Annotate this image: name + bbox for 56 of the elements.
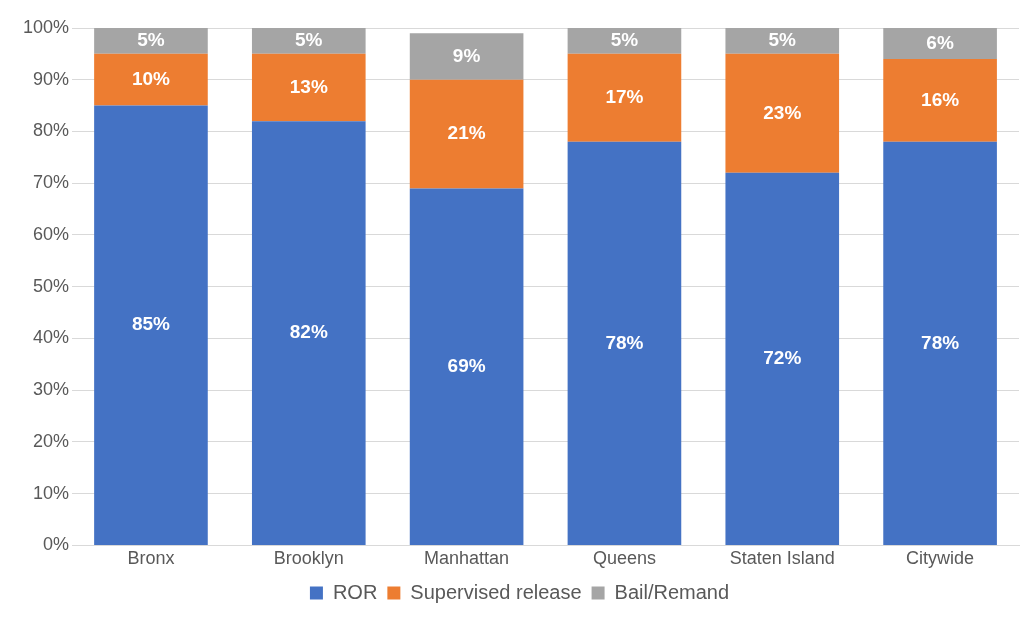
bar [725,53,840,173]
legend-label: ROR [332,580,378,603]
data-label: 5% [768,29,797,51]
bar [94,53,208,106]
bar [251,121,366,545]
y-tick-label: 70% [33,172,70,193]
bar [725,172,840,545]
data-label: 72% [763,347,802,369]
data-label: 82% [289,321,328,343]
y-tick-label: 0% [43,534,70,555]
data-label: 5% [295,29,323,51]
bar [94,28,208,54]
y-tick-label: 20% [33,430,70,451]
y-tick-label: 40% [33,327,70,348]
bar [725,28,840,54]
data-label: 16% [921,88,960,110]
y-tick-label: 10% [33,482,70,503]
bar [251,53,366,122]
y-tick-label: 30% [33,379,70,400]
y-tick-label: 90% [33,68,70,89]
bar [567,53,682,142]
x-tick-label: Staten Island [729,548,835,569]
y-tick-label: 60% [33,223,70,244]
y-tick-label: 50% [33,275,70,296]
data-label: 69% [447,354,486,376]
x-tick-label: Manhattan [424,548,510,569]
x-tick-label: Bronx [127,548,175,569]
data-label: 78% [921,331,960,353]
data-label: 13% [289,75,328,97]
data-label: 5% [137,29,165,51]
bar [567,28,682,54]
data-label: 78% [605,331,644,353]
bar [567,141,682,545]
data-label: 10% [131,67,171,89]
data-label: 6% [926,31,954,53]
bar [409,188,524,545]
data-label: 9% [452,44,481,66]
bar [409,79,524,189]
bar [883,28,997,60]
bar [251,28,366,54]
data-label: 5% [610,29,639,51]
data-label: 23% [763,101,802,123]
data-label: 17% [605,86,644,108]
y-tick-label: 80% [33,120,70,141]
data-label: 85% [131,313,171,335]
data-label: 21% [447,122,486,144]
legend-label: Supervised release [410,580,582,603]
x-tick-label: Brooklyn [273,548,344,569]
x-tick-label: Queens [592,548,656,569]
bar [94,105,208,545]
legend-label: Bail/Remand [614,580,730,603]
bar [409,33,524,80]
bar [883,141,997,545]
bar [883,59,997,142]
x-tick-label: Citywide [906,548,975,569]
y-tick-label: 100% [22,16,70,37]
